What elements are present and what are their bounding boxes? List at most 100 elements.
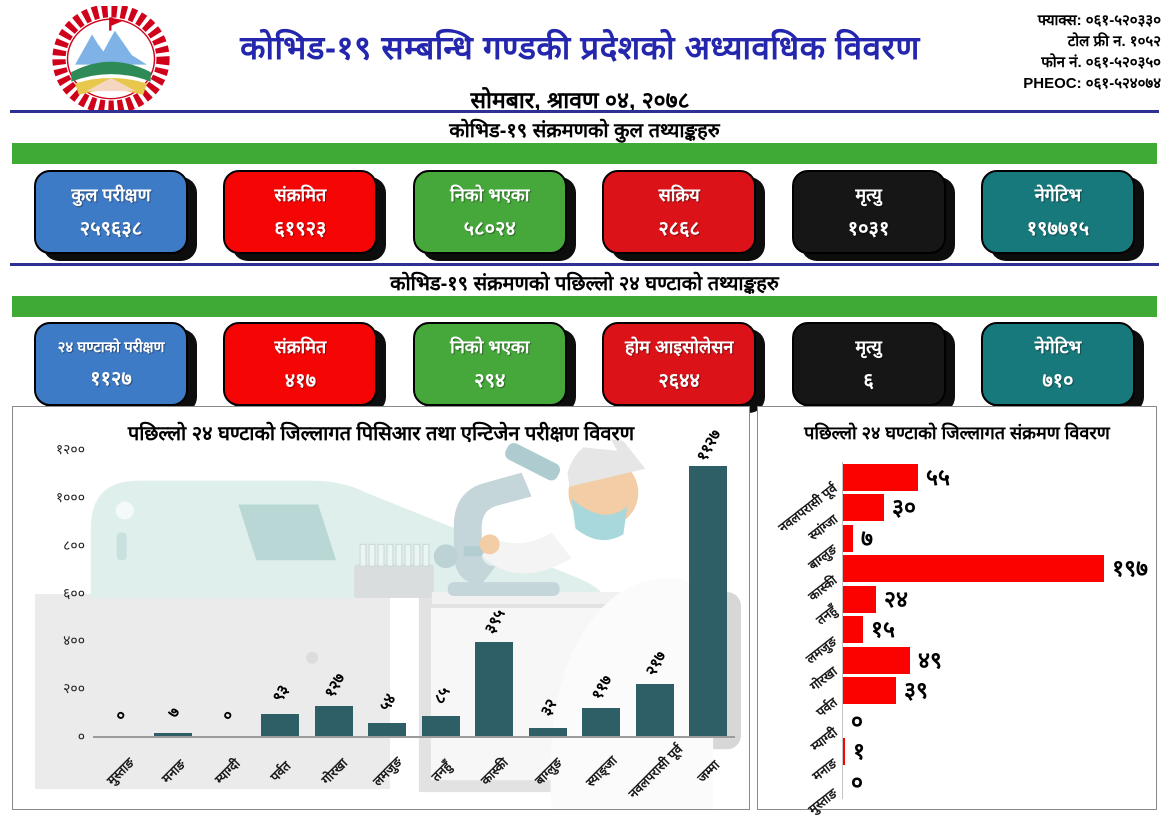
nepal-government-logo (52, 4, 170, 114)
bar-6 (421, 716, 460, 736)
stat-card-value: ११२७ (90, 368, 132, 390)
hbar-row-1: स्यांग्जा ३० (805, 493, 1148, 543)
bar-slot-6: ८५ तनहुँ (414, 449, 468, 784)
stat-card-value: २६४४ (658, 370, 700, 392)
bar-value-label: १२७ (321, 670, 349, 701)
stat-card-value: १९७७१५ (1026, 218, 1090, 240)
bar-9 (582, 708, 621, 736)
hbar-value-label: १ (853, 738, 865, 765)
hbar-2 (843, 524, 853, 552)
district-label: बाग्लुङ (805, 541, 840, 573)
bar-value-label: ० (218, 708, 238, 724)
hbar-row-9: मनाङ १ (810, 737, 1148, 783)
y-axis: ० २०० ४०० ६०० ८०० १००० १२०० (27, 441, 85, 744)
hbar-3 (843, 555, 1105, 583)
emblem-graphic (52, 4, 170, 114)
hbar-value-label: १९७ (1112, 555, 1148, 582)
bar-slot-0: ० मुस्ताङ (93, 449, 147, 788)
stat-card-value: २८६८ (658, 218, 700, 240)
y-tick-label: १२०० (55, 441, 85, 457)
stat-card-value: २९४ (474, 370, 506, 392)
hbar-row-10: मुस्ताङ ० (806, 767, 1148, 817)
stat-card-negative: नेगेटिभ ७१० (980, 322, 1135, 406)
hbar-row-2: बाग्लुङ ७ (806, 523, 1148, 573)
stat-card-value: २५९६३८ (79, 218, 143, 240)
bar-slot-10: २१७ नवलपरासी पूर्व (625, 449, 685, 802)
bar-value-label: ० (111, 708, 131, 724)
bar-slot-11: ११२७ जम्मा (682, 427, 736, 785)
page-title: कोभिड-१९ सम्बन्धि गण्डकी प्रदेशको अध्याव… (240, 29, 920, 66)
chart-title: पछिल्लो २४ घण्टाको जिल्लागत पिसिआर तथा ए… (127, 423, 635, 445)
hbar-1 (843, 494, 884, 522)
hbar-row-8: म्याग्दी ० (808, 706, 1148, 754)
district-label: तनहुँ (813, 602, 840, 628)
contact-info: फ्याक्स: ०६१-५२०३३० टोल फ्री न. १०५२ फोन न… (1023, 10, 1161, 94)
y-tick-label: २०० (63, 680, 85, 697)
stat-card-label: नेगेटिभ (1034, 185, 1082, 205)
stat-card-label: मृत्यु (855, 337, 882, 357)
stat-card-negative: नेगेटिभ १९७७१५ (980, 170, 1135, 254)
hbar-value-label: ४९ (918, 646, 942, 673)
charts-row: पछिल्लो २४ घण्टाको जिल्लागत पिसिआर तथा ए… (0, 406, 1169, 817)
district-label: म्याग्दी (807, 724, 840, 755)
stat-card-label: निको भएका (450, 185, 530, 205)
green-separator-bar (12, 296, 1157, 317)
y-tick-label: ६०० (63, 584, 85, 601)
chart-title: पछिल्लो २४ घण्टाको जिल्लागत संक्रमण विवर… (804, 423, 1110, 443)
hbar-5 (843, 616, 863, 644)
bar-4 (314, 706, 353, 736)
contact-line: फोन नं. ०६१-५२०३५० (1041, 54, 1161, 71)
total-stats-cards: कुल परीक्षण २५९६३८ संक्रमित ६१९२३ निको भएका ५… (0, 170, 1169, 254)
bar-7 (475, 642, 514, 736)
bar-11 (689, 466, 728, 736)
hbar-value-label: ३० (892, 494, 916, 521)
stat-card-label: मृत्यु (855, 185, 882, 205)
district-label: लमजुङ (803, 633, 840, 667)
bar-value-label: ११७ (589, 672, 616, 703)
bar-slot-5: ५४ लमजुङ (361, 449, 415, 789)
bar-slot-4: १२७ गोरखा (307, 449, 361, 787)
hbar-row-7: पर्वत ३९ (813, 676, 1148, 720)
stat-card-value: ६१९२३ (274, 218, 327, 240)
district-label: कास्की (805, 572, 840, 604)
24h-stats-cards: २४ घण्टाको परीक्षण ११२७ संक्रमित ४१७ निको भए… (0, 322, 1169, 406)
header: कोभिड-१९ सम्बन्धि गण्डकी प्रदेशको अध्याव… (180, 24, 980, 115)
hbar-row-3: कास्की १९७ (806, 554, 1148, 604)
stat-card-label: संक्रमित (274, 185, 327, 205)
bar-8 (528, 728, 567, 736)
bar-value-label: ८५ (430, 684, 454, 708)
bar-value-label: २१७ (642, 648, 670, 679)
bar-value-label: ७ (165, 705, 185, 721)
stat-card-value: ६ (863, 370, 874, 392)
bar-value-label: ९३ (270, 682, 293, 706)
stat-card-recovered: निको भएका २९४ (412, 322, 567, 406)
hbar-value-label: ३९ (904, 677, 928, 704)
stat-card-value: ४१७ (284, 370, 316, 392)
district-infection-chart: पछिल्लो २४ घण्टाको जिल्लागत संक्रमण विवर… (757, 406, 1157, 817)
hbar-4 (843, 585, 876, 613)
contact-line: PHEOC: ०६१-५२४०७४ (1023, 75, 1161, 92)
hbar-value-label: ७ (861, 524, 873, 551)
stat-card-active: सक्रिय २८६८ (602, 170, 757, 254)
bar-plot-area: ० मुस्ताङ ७ मनाङ ० म्याग्दी ९३ पर्वत १२७ गोरखा ५४ ल… (93, 427, 736, 802)
bar-value-label: ३२ (537, 696, 561, 720)
bar-slot-1: ७ मनाङ (147, 449, 201, 786)
hbar-value-label: ५५ (926, 463, 950, 490)
stat-card-value: १०३१ (847, 218, 890, 240)
stat-card-label: कुल परीक्षण (71, 185, 151, 205)
bar-slot-8: ३२ बाग्लुङ (521, 449, 575, 788)
stat-card-infected: संक्रमित ४१७ (223, 322, 378, 406)
y-tick-label: ८०० (63, 536, 85, 553)
divider-line (10, 110, 1159, 113)
hbar-value-label: २४ (884, 585, 908, 612)
district-label: गोरखा (807, 663, 840, 695)
stat-card-tests-24h: २४ घण्टाको परीक्षण ११२७ (34, 322, 188, 406)
hbar-value-label: ० (851, 768, 863, 795)
bar-slot-9: ११७ स्याङ्जा (575, 449, 629, 790)
district-label: मुस्ताङ (805, 785, 840, 818)
y-tick-label: १००० (55, 488, 85, 505)
stat-card-value: ५८०२४ (463, 218, 516, 240)
hbar-6 (843, 646, 910, 674)
section-heading-total: कोभिड-१९ संक्रमणको कुल तथ्याङ्कहरु (449, 120, 720, 142)
